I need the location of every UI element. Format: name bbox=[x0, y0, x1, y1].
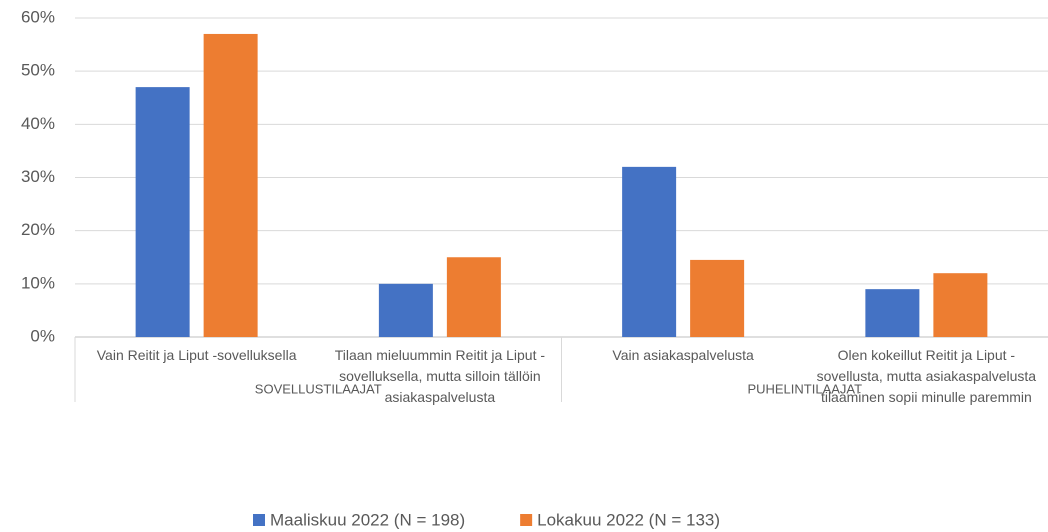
y-tick-label: 40% bbox=[21, 114, 55, 133]
y-tick-label: 0% bbox=[30, 326, 55, 345]
legend-swatch bbox=[520, 514, 533, 526]
bar bbox=[378, 283, 433, 337]
bar bbox=[690, 259, 745, 337]
y-tick-label: 30% bbox=[21, 167, 55, 186]
bar bbox=[203, 33, 258, 337]
legend-label: Lokakuu 2022 (N = 133) bbox=[537, 510, 720, 529]
x-tick-label: Tilaan mieluummin Reitit ja Liput -sovel… bbox=[334, 347, 546, 405]
bar bbox=[933, 273, 988, 337]
bar bbox=[865, 289, 920, 337]
legend-swatch bbox=[253, 514, 265, 526]
x-tick-label: Vain Reitit ja Liput -sovelluksella bbox=[96, 347, 297, 363]
y-tick-label: 20% bbox=[21, 220, 55, 239]
bar bbox=[135, 87, 190, 337]
y-tick-label: 50% bbox=[21, 61, 55, 80]
x-tick-label: Vain asiakaspalvelusta bbox=[612, 347, 754, 363]
group-label: SOVELLUSTILAAJAT bbox=[255, 381, 382, 396]
y-tick-label: 10% bbox=[21, 273, 55, 292]
bar bbox=[622, 166, 677, 337]
x-tick-label: Olen kokeillut Reitit ja Liput -sovellus… bbox=[816, 347, 1037, 405]
legend-label: Maaliskuu 2022 (N = 198) bbox=[270, 510, 465, 529]
y-tick-label: 60% bbox=[21, 7, 55, 26]
bar bbox=[446, 257, 501, 337]
group-label: PUHELINTILAAJAT bbox=[747, 381, 862, 396]
